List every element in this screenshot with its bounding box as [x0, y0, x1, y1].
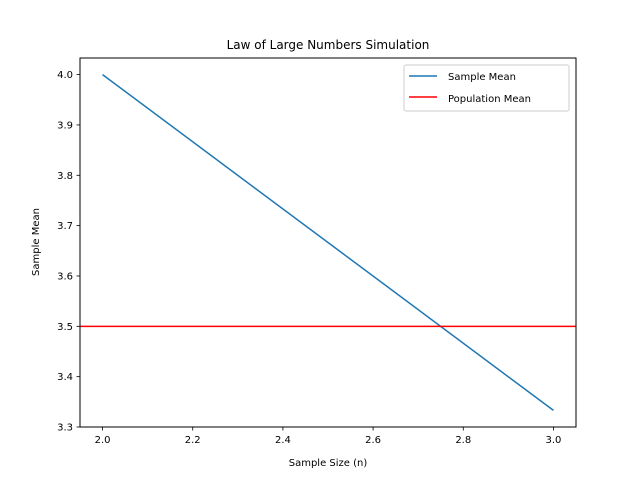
y-tick-label: 3.5 [57, 322, 73, 333]
legend-label-sample-mean: Sample Mean [448, 72, 516, 83]
x-tick-label: 3.0 [546, 435, 562, 446]
chart-title: Law of Large Numbers Simulation [227, 38, 430, 52]
y-tick-label: 3.4 [57, 372, 73, 383]
y-tick-label: 3.9 [57, 120, 73, 131]
legend: Sample Mean Population Mean [403, 64, 570, 112]
series-line-sample-mean [102, 74, 554, 411]
x-tick-label: 2.0 [95, 435, 111, 446]
x-axis: 2.0 2.2 2.4 2.6 2.8 3.0 [95, 427, 562, 446]
y-tick-label: 3.3 [57, 423, 73, 434]
y-tick-label: 3.8 [57, 171, 73, 182]
y-tick-label: 3.6 [57, 271, 73, 282]
y-axis: 3.3 3.4 3.5 3.6 3.7 3.8 3.9 4.0 [57, 70, 80, 434]
y-axis-label: Sample Mean [31, 208, 42, 276]
series-layer [80, 74, 576, 411]
x-tick-label: 2.6 [365, 435, 381, 446]
legend-frame [403, 64, 570, 112]
x-tick-label: 2.2 [185, 435, 201, 446]
x-tick-label: 2.8 [455, 435, 471, 446]
plot-frame [79, 57, 577, 428]
x-tick-label: 2.4 [275, 435, 291, 446]
x-axis-label: Sample Size (n) [289, 458, 368, 469]
legend-label-population-mean: Population Mean [448, 94, 531, 105]
y-tick-label: 3.7 [57, 221, 73, 232]
y-tick-label: 4.0 [57, 70, 73, 81]
